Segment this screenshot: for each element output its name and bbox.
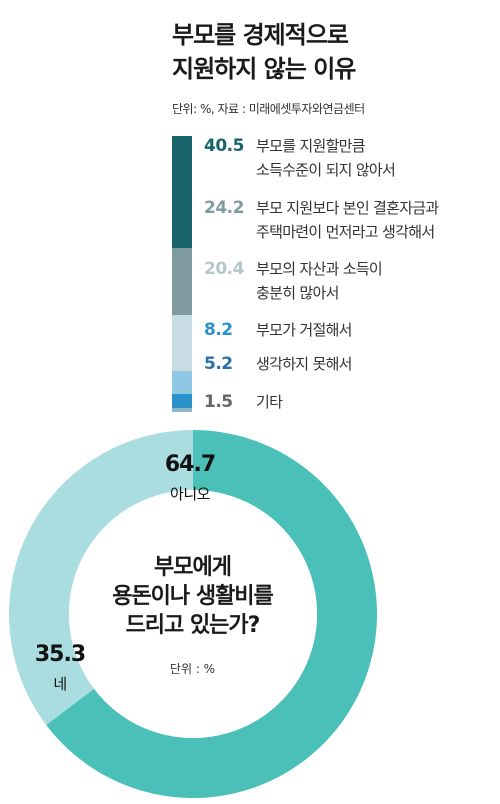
legend-row-4: 8.2 부모가 거절해서 — [204, 318, 496, 342]
title-line-2: 지원하지 않는 이유 — [172, 55, 356, 83]
donut-slice-1 — [46, 430, 377, 798]
donut-question-line-3: 드리고 있는가? — [125, 613, 261, 638]
donut-label-no: 아니오 — [170, 485, 210, 503]
legend-row-6: 1.5 기타 — [204, 390, 496, 414]
stacked-bar — [172, 136, 192, 412]
bar-category-label: 생각하지 못해서 — [256, 355, 352, 373]
bar-category-label: 부모를 지원할만큼 소득수준이 되지 않아서 — [256, 137, 396, 179]
bar-segment-6 — [172, 407, 192, 412]
donut-label-yes: 네 — [53, 675, 67, 693]
reasons-chart-title: 부모를 경제적으로 지원하지 않는 이유 — [172, 18, 356, 86]
bar-category-label: 부모 지원보다 본인 결혼자금과 주택마련이 먼저라고 생각해서 — [256, 199, 439, 241]
donut-question-line-1: 부모에게 — [154, 555, 232, 580]
legend-row-2: 24.2 부모 지원보다 본인 결혼자금과 주택마련이 먼저라고 생각해서 — [204, 196, 496, 244]
bar-segment-4 — [172, 370, 192, 394]
bar-value-label: 1.5 — [204, 392, 233, 412]
bar-category-label: 부모가 거절해서 — [256, 321, 352, 339]
bar-segment-1 — [172, 136, 192, 248]
legend-row-5: 5.2 생각하지 못해서 — [204, 352, 496, 376]
bar-value-label: 20.4 — [204, 259, 244, 279]
bar-value-label: 40.5 — [204, 136, 244, 156]
bar-segment-5 — [172, 393, 192, 408]
bar-value-label: 8.2 — [204, 320, 233, 340]
donut-chart — [8, 430, 377, 798]
reasons-unit-source: 단위: %, 자료 : 미래에셋투자와연금센터 — [172, 102, 365, 116]
legend-row-3: 20.4 부모의 자산과 소득이 충분히 많아서 — [204, 257, 496, 305]
donut-hole — [69, 490, 317, 738]
legend-row-1: 40.5 부모를 지원할만큼 소득수준이 되지 않아서 — [204, 134, 496, 182]
bar-segment-2 — [172, 247, 192, 315]
bar-segment-3 — [172, 314, 192, 371]
donut-question-line-2: 용돈이나 생활비를 — [112, 584, 274, 609]
donut-unit: 단위 : % — [169, 662, 216, 676]
bar-value-label: 24.2 — [204, 198, 244, 218]
donut-slice-2 — [8, 430, 194, 725]
donut-value-yes: 35.3 — [34, 642, 86, 667]
bar-value-label: 5.2 — [204, 354, 233, 374]
bar-category-label: 기타 — [256, 393, 283, 411]
donut-value-no: 64.7 — [164, 452, 216, 477]
title-line-1: 부모를 경제적으로 — [172, 21, 349, 49]
bar-category-label: 부모의 자산과 소득이 충분히 많아서 — [256, 260, 383, 302]
